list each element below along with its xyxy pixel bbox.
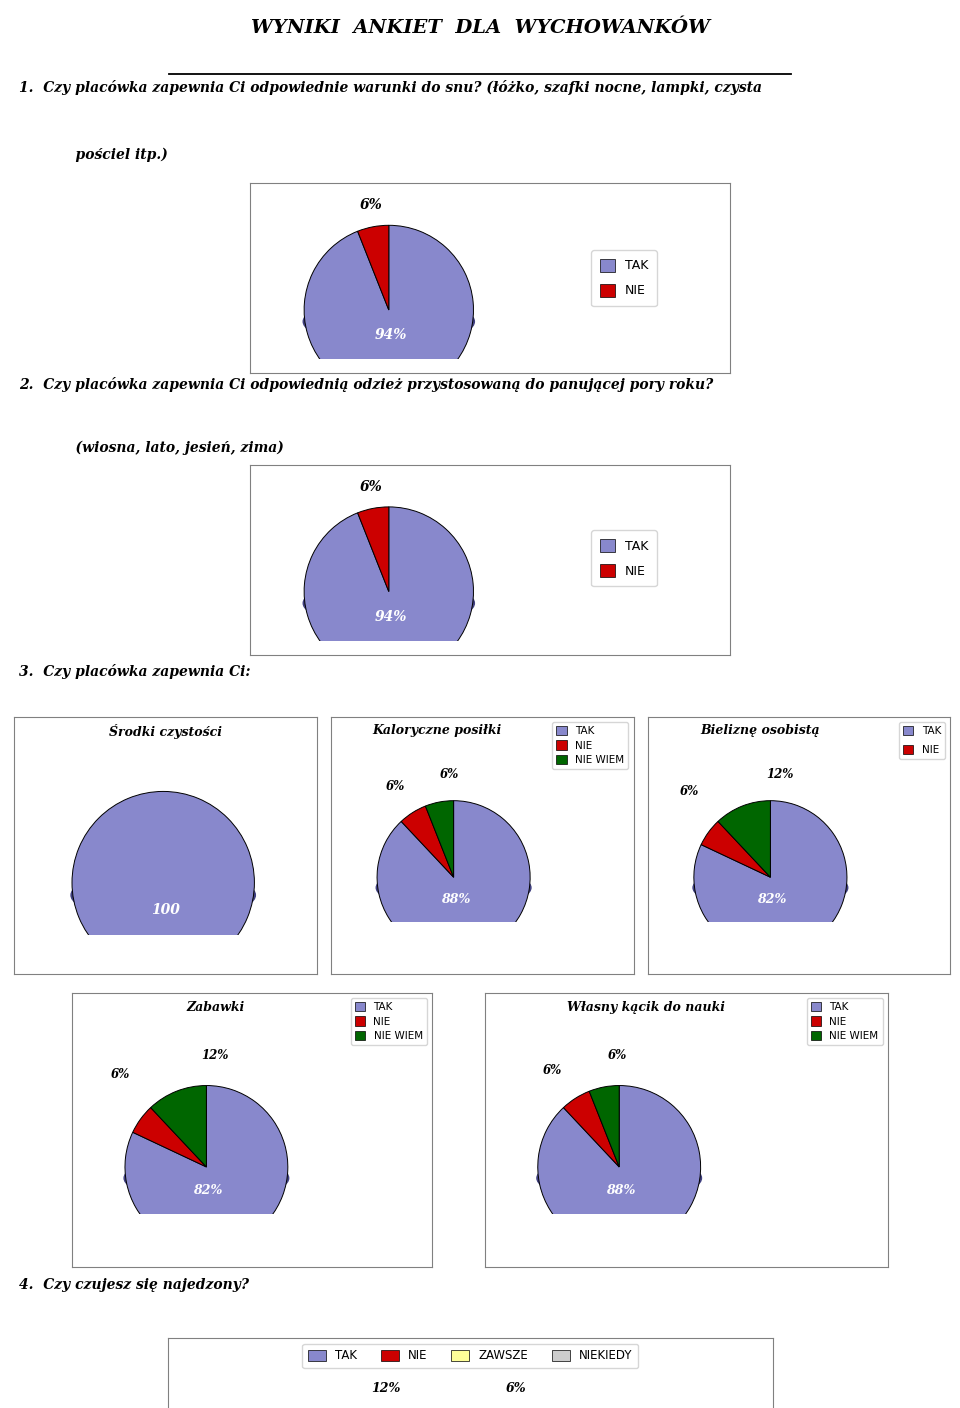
Ellipse shape [71, 870, 255, 919]
Wedge shape [589, 1086, 619, 1167]
Text: 12%: 12% [202, 1049, 228, 1063]
Text: 6%: 6% [386, 780, 405, 793]
Text: 94%: 94% [374, 610, 407, 624]
Text: 12%: 12% [766, 767, 794, 780]
Wedge shape [304, 507, 473, 676]
Legend: TAK, NIE, ZAWSZE, NIEKIEDY: TAK, NIE, ZAWSZE, NIEKIEDY [302, 1343, 638, 1369]
Text: 6%: 6% [506, 1381, 527, 1395]
Text: (wiosna, lato, jesień, zima): (wiosna, lato, jesień, zima) [56, 441, 284, 455]
Wedge shape [718, 801, 771, 877]
Text: 6%: 6% [681, 786, 700, 798]
Text: 88%: 88% [441, 893, 469, 907]
Wedge shape [304, 225, 473, 394]
Wedge shape [132, 1108, 206, 1167]
Wedge shape [538, 1086, 701, 1249]
Legend: TAK, NIE, NIE WIEM: TAK, NIE, NIE WIEM [350, 998, 427, 1045]
Ellipse shape [124, 1156, 289, 1201]
Text: 4.  Czy czujesz się najedzony?: 4. Czy czujesz się najedzony? [19, 1278, 250, 1291]
Text: Bieliznę osobistą: Bieliznę osobistą [700, 724, 820, 738]
Text: 6%: 6% [608, 1049, 627, 1063]
Legend: TAK, NIE: TAK, NIE [899, 722, 946, 759]
Ellipse shape [303, 298, 474, 345]
Ellipse shape [693, 867, 848, 908]
Legend: TAK, NIE, NIE WIEM: TAK, NIE, NIE WIEM [806, 998, 883, 1045]
Text: 6%: 6% [360, 480, 382, 494]
Text: 6%: 6% [440, 767, 459, 780]
Wedge shape [401, 805, 453, 877]
Text: 6%: 6% [542, 1064, 562, 1077]
Legend: TAK, NIE: TAK, NIE [591, 251, 657, 306]
Wedge shape [125, 1086, 288, 1249]
Wedge shape [694, 801, 847, 953]
Text: pościel itp.): pościel itp.) [56, 148, 168, 162]
Text: Własny kącik do nauki: Własny kącik do nauki [567, 1001, 725, 1014]
Ellipse shape [537, 1156, 702, 1201]
Wedge shape [564, 1091, 619, 1167]
Wedge shape [701, 821, 771, 877]
Text: 6%: 6% [360, 199, 382, 213]
Wedge shape [151, 1086, 206, 1167]
Text: 88%: 88% [606, 1184, 636, 1197]
Text: 94%: 94% [374, 328, 407, 342]
Text: 1.  Czy placówka zapewnia Ci odpowiednie warunki do snu? (łóżko, szafki nocne, l: 1. Czy placówka zapewnia Ci odpowiednie … [19, 80, 762, 96]
Wedge shape [358, 225, 389, 310]
Ellipse shape [303, 580, 474, 627]
Text: 82%: 82% [757, 893, 786, 907]
Text: 100: 100 [151, 903, 180, 917]
Wedge shape [72, 791, 254, 974]
Text: 12%: 12% [372, 1381, 400, 1395]
Text: 2.  Czy placówka zapewnia Ci odpowiednią odzież przystosowaną do panującej pory : 2. Czy placówka zapewnia Ci odpowiednią … [19, 377, 713, 393]
Legend: TAK, NIE, NIE WIEM: TAK, NIE, NIE WIEM [552, 722, 629, 769]
Text: WYNIKI  ANKIET  DLA  WYCHOWANKÓW: WYNIKI ANKIET DLA WYCHOWANKÓW [251, 20, 709, 37]
Text: 3.  Czy placówka zapewnia Ci:: 3. Czy placówka zapewnia Ci: [19, 665, 251, 679]
Text: 6%: 6% [111, 1069, 131, 1081]
Text: Kaloryczne posiłki: Kaloryczne posiłki [372, 724, 502, 738]
Wedge shape [358, 507, 389, 591]
Wedge shape [377, 801, 530, 953]
Text: Zabawki: Zabawki [187, 1001, 245, 1014]
Text: 82%: 82% [193, 1184, 223, 1197]
Text: Środki czystości: Środki czystości [109, 724, 222, 739]
Ellipse shape [376, 867, 531, 908]
Legend: TAK, NIE: TAK, NIE [591, 531, 657, 586]
Wedge shape [425, 801, 453, 877]
